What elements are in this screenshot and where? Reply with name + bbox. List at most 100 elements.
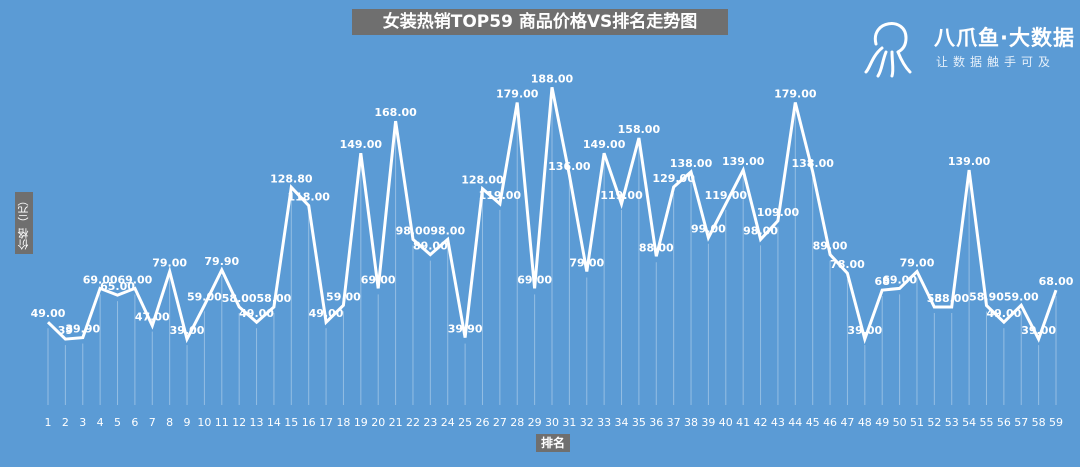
data-label: 109.00 xyxy=(757,206,800,219)
data-label: 69.00 xyxy=(117,273,152,286)
x-tick-label: 55 xyxy=(979,416,993,429)
data-label: 119.00 xyxy=(600,189,643,202)
x-tick-label: 38 xyxy=(684,416,698,429)
x-tick-label: 36 xyxy=(649,416,663,429)
data-label: 79.90 xyxy=(204,255,239,268)
data-label: 179.00 xyxy=(496,87,539,100)
series-line xyxy=(46,87,1058,345)
data-label: 49.00 xyxy=(239,307,274,320)
data-label: 39 xyxy=(58,324,73,337)
x-tick-label: 40 xyxy=(719,416,733,429)
data-label: 39.90 xyxy=(65,323,100,336)
data-label: 188.00 xyxy=(531,72,574,85)
data-label: 89.00 xyxy=(413,240,448,253)
data-label: 136.00 xyxy=(548,160,591,173)
data-label: 59.00 xyxy=(187,290,222,303)
x-tick-label: 25 xyxy=(458,416,472,429)
y-axis-label: 价格（元） xyxy=(15,192,33,254)
data-label: 39.00 xyxy=(170,324,205,337)
data-label: 119.00 xyxy=(705,189,748,202)
x-tick-label: 18 xyxy=(336,416,350,429)
data-label: 59.00 xyxy=(1004,290,1039,303)
x-tick-label: 17 xyxy=(319,416,333,429)
x-tick-label: 41 xyxy=(736,416,750,429)
data-label: 78.00 xyxy=(830,258,865,271)
data-label: 49.00 xyxy=(986,307,1021,320)
x-tick-label: 19 xyxy=(354,416,368,429)
data-label: 69.00 xyxy=(83,273,118,286)
x-tick-label: 52 xyxy=(927,416,941,429)
x-tick-label: 54 xyxy=(962,416,976,429)
x-axis-label: 排名 xyxy=(536,434,570,452)
logo-brand-name: 八爪鱼·大数据 xyxy=(934,26,1075,50)
data-label: 179.00 xyxy=(774,87,817,100)
data-label: 58.00 xyxy=(934,292,969,305)
x-tick-label: 45 xyxy=(806,416,820,429)
data-label: 128.80 xyxy=(270,172,313,185)
data-label: 58.00 xyxy=(222,292,257,305)
data-label: 118.00 xyxy=(287,191,330,204)
data-label: 128.00 xyxy=(461,174,504,187)
x-tick-label: 59 xyxy=(1049,416,1063,429)
data-label: 68 xyxy=(875,275,890,288)
x-tick-label: 47 xyxy=(840,416,854,429)
data-label: 69.00 xyxy=(882,273,917,286)
x-tick-label: 30 xyxy=(545,416,559,429)
x-tick-label: 58 xyxy=(1032,416,1046,429)
x-tick-label: 46 xyxy=(823,416,837,429)
x-tick-label: 16 xyxy=(302,416,316,429)
x-tick-label: 24 xyxy=(441,416,455,429)
data-label: 98.00 xyxy=(430,224,465,237)
x-tick-label: 43 xyxy=(771,416,785,429)
x-tick-label: 33 xyxy=(597,416,611,429)
x-tick-label: 14 xyxy=(267,416,281,429)
x-tick-label: 32 xyxy=(580,416,594,429)
x-tick-label: 29 xyxy=(528,416,542,429)
data-label: 138.00 xyxy=(670,157,713,170)
x-tick-label: 12 xyxy=(232,416,246,429)
data-label: 79.00 xyxy=(900,256,935,269)
logo-slogan: 让数据触手可及 xyxy=(936,55,1056,69)
x-tick-label: 26 xyxy=(475,416,489,429)
x-tick-label: 8 xyxy=(166,416,173,429)
x-tick-label: 5 xyxy=(114,416,121,429)
data-label: 129.00 xyxy=(652,172,695,185)
data-label: 158.00 xyxy=(618,123,661,136)
x-tick-label: 13 xyxy=(250,416,264,429)
data-label: 79.00 xyxy=(569,256,604,269)
x-tick-label: 50 xyxy=(893,416,907,429)
data-label: 49.00 xyxy=(309,307,344,320)
chart-title: 女装热销TOP59 商品价格VS排名走势图 xyxy=(352,9,728,35)
x-tick-label: 49 xyxy=(875,416,889,429)
data-label: 79.00 xyxy=(152,256,187,269)
x-tick-label: 34 xyxy=(615,416,629,429)
x-tick-label: 9 xyxy=(184,416,191,429)
data-label: 58.90 xyxy=(969,290,1004,303)
x-tick-label: 22 xyxy=(406,416,420,429)
data-label: 58 xyxy=(927,292,942,305)
x-tick-label: 1 xyxy=(45,416,52,429)
data-label: 49.00 xyxy=(31,307,66,320)
data-label: 168.00 xyxy=(374,106,417,119)
data-label: 39.90 xyxy=(448,323,483,336)
data-label: 68.00 xyxy=(1039,275,1074,288)
x-tick-label: 20 xyxy=(371,416,385,429)
data-label: 69.00 xyxy=(517,273,552,286)
data-label: 98.00 xyxy=(743,224,778,237)
x-tick-label: 21 xyxy=(389,416,403,429)
x-tick-label: 42 xyxy=(754,416,768,429)
data-label: 99.00 xyxy=(691,223,726,236)
data-label: 69.00 xyxy=(361,273,396,286)
data-label: 47.00 xyxy=(135,311,170,324)
x-tick-label: 11 xyxy=(215,416,229,429)
x-tick-label: 44 xyxy=(788,416,802,429)
data-label: 149.00 xyxy=(340,138,383,151)
x-tick-label: 6 xyxy=(131,416,138,429)
data-label: 89.00 xyxy=(813,240,848,253)
x-tick-label: 48 xyxy=(858,416,872,429)
x-tick-label: 2 xyxy=(62,416,69,429)
x-tick-label: 57 xyxy=(1014,416,1028,429)
x-tick-label: 28 xyxy=(510,416,524,429)
